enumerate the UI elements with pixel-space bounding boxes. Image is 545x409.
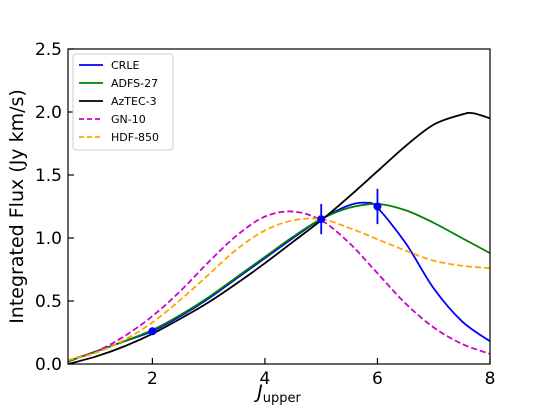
series-line-gn-10	[68, 210, 490, 362]
observation-point-2	[317, 215, 326, 224]
y-tick-label: 0.0	[35, 355, 62, 375]
legend-label: HDF-850	[111, 131, 159, 144]
legend-label: ADFS-27	[111, 77, 158, 90]
series-lines	[68, 111, 490, 364]
legend: CRLE ADFS-27 AzTEC-3 GN-10 HDF-850	[72, 53, 174, 151]
legend-label: CRLE	[111, 59, 139, 72]
x-axis-ticks: 2 4 6 8	[147, 358, 495, 389]
x-axis-label-main: J	[253, 381, 263, 403]
observation-point-1	[148, 327, 157, 336]
plot-frame	[67, 48, 491, 365]
y-tick-label: 0.5	[35, 292, 62, 312]
y-tick-label: 2.5	[35, 40, 62, 60]
series-line-hdf-850	[68, 217, 490, 362]
series-line-crle	[68, 201, 490, 363]
x-axis-label: Jupper	[253, 381, 301, 406]
observation-points	[148, 188, 382, 336]
legend-label: GN-10	[111, 113, 146, 126]
y-tick-label: 1.0	[35, 229, 62, 249]
x-axis-label-sub: upper	[263, 391, 302, 406]
x-tick-label: 4	[260, 369, 271, 389]
y-tick-label: 2.0	[35, 103, 62, 123]
y-tick-label: 1.5	[35, 166, 62, 186]
x-tick-label: 8	[485, 369, 496, 389]
series-line-aztec-3	[68, 111, 490, 364]
y-axis-ticks: 0.0 0.5 1.0 1.5 2.0 2.5	[35, 40, 74, 375]
y-axis-label: Integrated Flux (Jy km/s)	[6, 89, 28, 324]
x-tick-label: 2	[147, 369, 158, 389]
observation-point-3	[373, 202, 382, 211]
x-tick-label: 6	[372, 369, 383, 389]
legend-box	[72, 53, 174, 151]
series-line-adfs-27	[68, 203, 490, 363]
legend-label: AzTEC-3	[111, 95, 157, 108]
